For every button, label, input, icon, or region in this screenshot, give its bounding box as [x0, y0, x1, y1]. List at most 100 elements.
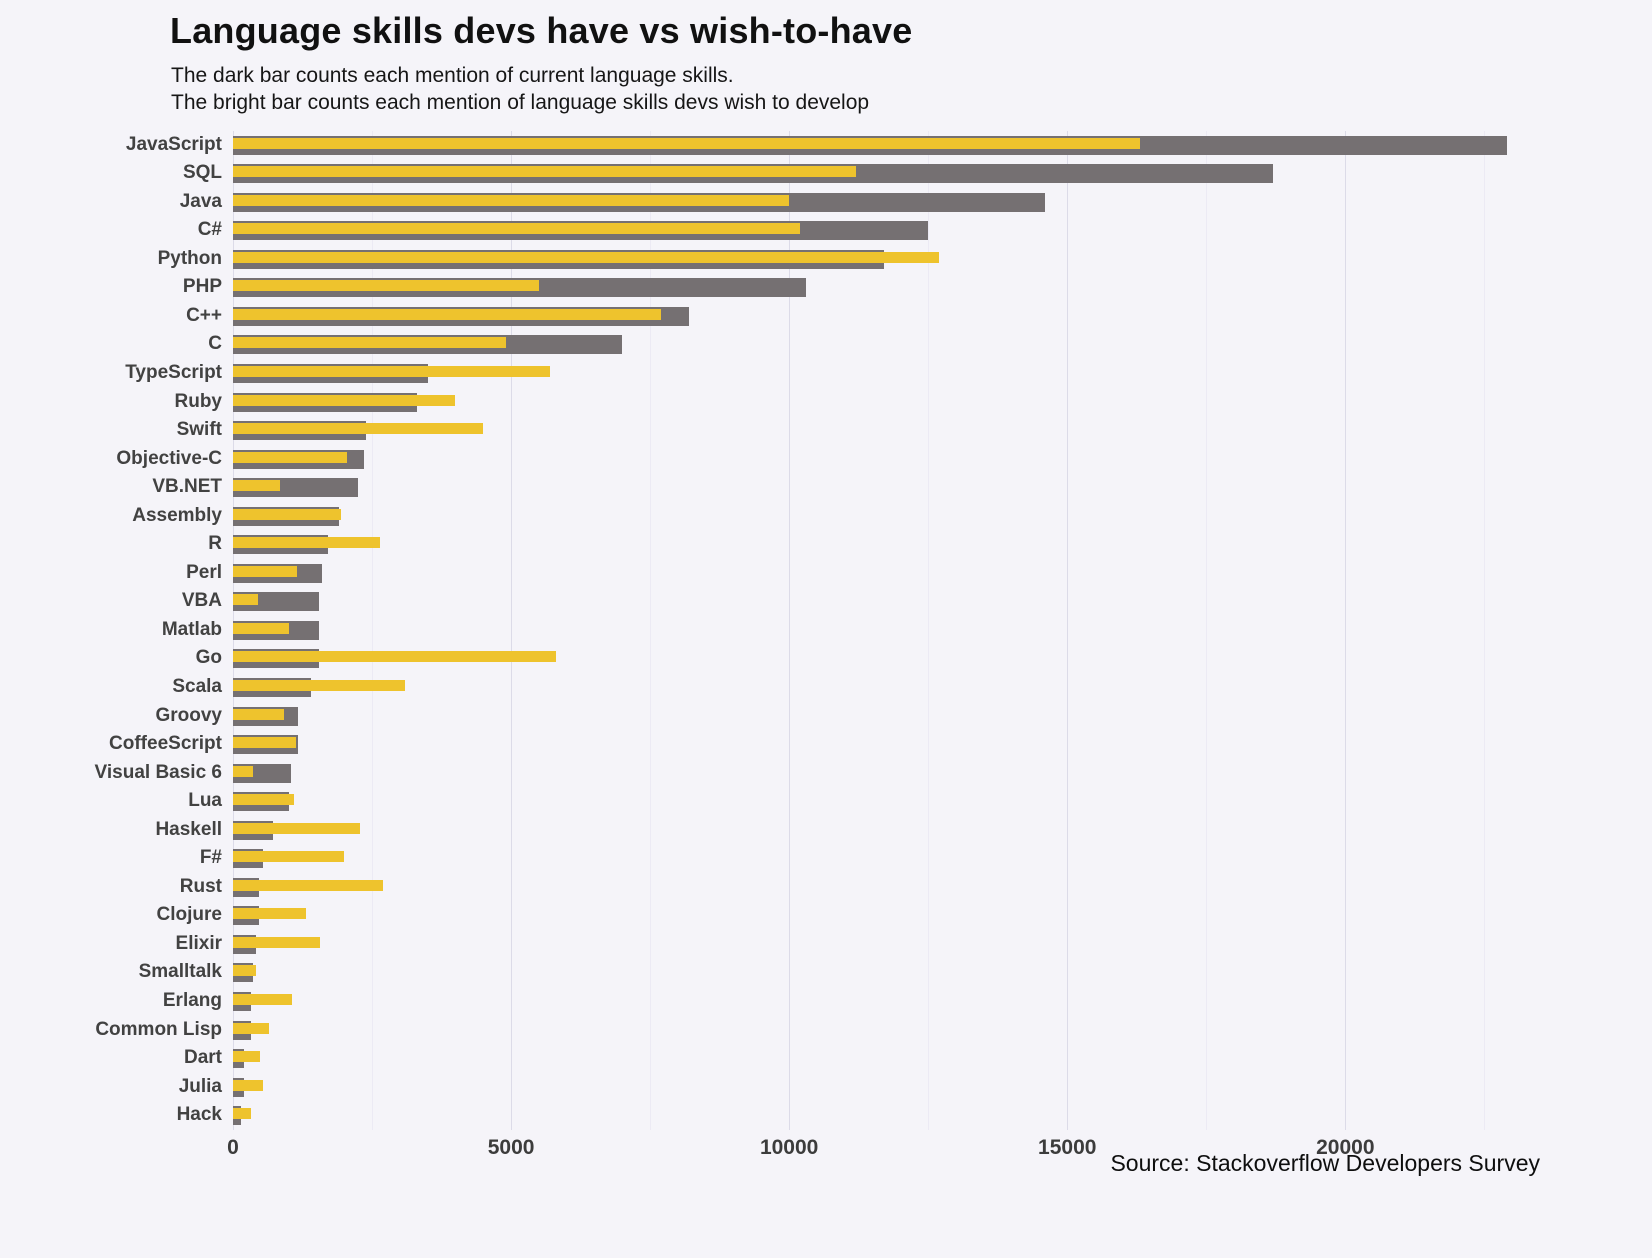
chart-row: C: [0, 330, 1540, 359]
wish-bar: [233, 1108, 251, 1120]
y-axis-label: Python: [157, 247, 222, 269]
bar-track: [233, 473, 1540, 502]
chart-row: Objective-C: [0, 445, 1540, 474]
chart-row: Common Lisp: [0, 1016, 1540, 1045]
wish-bar: [233, 622, 289, 634]
wish-bar: [233, 537, 381, 549]
y-axis-label: Perl: [186, 561, 222, 583]
chart-row: SQL: [0, 159, 1540, 188]
chart-title: Language skills devs have vs wish-to-hav…: [170, 10, 913, 51]
x-axis: 0 5000 10000 15000 20000: [227, 1130, 1540, 1166]
wish-bar: [233, 166, 856, 178]
chart-row: Lua: [0, 787, 1540, 816]
x-axis-tick-label: 15000: [1038, 1135, 1097, 1159]
bar-track: [233, 587, 1540, 616]
y-axis-label: R: [208, 533, 222, 555]
y-axis-label: VBA: [181, 590, 222, 612]
y-axis-label: TypeScript: [125, 361, 222, 383]
y-axis-label: Swift: [176, 419, 222, 441]
wish-bar: [233, 451, 347, 463]
wish-bar: [233, 794, 294, 806]
chart-row: VB.NET: [0, 473, 1540, 502]
y-axis-label: Go: [195, 647, 222, 669]
y-axis-label: Visual Basic 6: [94, 761, 222, 783]
bar-track: [233, 245, 1540, 274]
chart-row: Erlang: [0, 987, 1540, 1016]
bar-track: [233, 644, 1540, 673]
chart-subtitle-line-1: The dark bar counts each mention of curr…: [171, 64, 734, 87]
chart-row: Python: [0, 245, 1540, 274]
bar-track: [233, 159, 1540, 188]
bar-track: [233, 702, 1540, 731]
y-axis-label: Objective-C: [116, 447, 222, 469]
chart-row: Groovy: [0, 702, 1540, 731]
y-axis-label: Haskell: [155, 818, 222, 840]
wish-bar: [233, 251, 940, 263]
bar-track: [233, 359, 1540, 388]
chart-row: Elixir: [0, 930, 1540, 959]
chart-row: Visual Basic 6: [0, 759, 1540, 788]
wish-bar: [233, 137, 1140, 149]
wish-bar: [233, 337, 506, 349]
wish-bar: [233, 679, 406, 691]
chart-row: Go: [0, 644, 1540, 673]
bar-track: [233, 530, 1540, 559]
chart-row: Perl: [0, 559, 1540, 588]
y-axis-label: Clojure: [156, 904, 222, 926]
chart-row: C++: [0, 302, 1540, 331]
chart-subtitle-line-2: The bright bar counts each mention of la…: [171, 91, 870, 115]
x-axis-tick-label: 5000: [487, 1135, 535, 1159]
y-axis-label: C#: [197, 219, 222, 241]
wish-bar: [233, 851, 345, 863]
wish-bar: [233, 908, 307, 920]
chart-row: Hack: [0, 1101, 1540, 1130]
wish-bar: [233, 879, 384, 891]
wish-bar: [233, 394, 456, 406]
y-axis-label: SQL: [182, 162, 222, 184]
bar-track: [233, 816, 1540, 845]
wish-bar: [233, 280, 539, 292]
chart-row: TypeScript: [0, 359, 1540, 388]
chart-row: Julia: [0, 1073, 1540, 1102]
chart-row: Assembly: [0, 502, 1540, 531]
wish-bar: [233, 508, 342, 520]
chart-row: Java: [0, 188, 1540, 217]
wish-bar: [233, 765, 254, 777]
bar-track: [233, 873, 1540, 902]
y-axis-label: Smalltalk: [138, 961, 222, 983]
bar-track: [233, 1016, 1540, 1045]
bar-track: [233, 616, 1540, 645]
wish-bar: [233, 822, 360, 834]
x-axis-tick-label: 0: [227, 1135, 239, 1159]
bar-track: [233, 330, 1540, 359]
chart-row: PHP: [0, 273, 1540, 302]
wish-bar: [233, 565, 297, 577]
bar-track: [233, 1073, 1540, 1102]
bar-track: [233, 1101, 1540, 1130]
x-axis-tick-label: 10000: [759, 1135, 819, 1159]
y-axis-label: F#: [199, 847, 222, 869]
bar-track: [233, 216, 1540, 245]
bar-track: [233, 131, 1540, 160]
bar-track: [233, 759, 1540, 788]
bar-track: [233, 416, 1540, 445]
chart-row: R: [0, 530, 1540, 559]
x-axis-tick-label: 20000: [1316, 1135, 1375, 1159]
chart-row: Matlab: [0, 616, 1540, 645]
chart-row: Swift: [0, 416, 1540, 445]
y-axis-label: JavaScript: [125, 133, 222, 155]
bar-track: [233, 559, 1540, 588]
y-axis-label: CoffeeScript: [109, 733, 222, 755]
wish-bar: [233, 223, 801, 235]
y-axis-label: Ruby: [174, 390, 223, 412]
wish-bar: [233, 365, 551, 377]
y-axis-label: Lua: [188, 790, 222, 812]
y-axis-label: Groovy: [155, 704, 222, 726]
bar-track: [233, 1044, 1540, 1073]
wish-bar: [233, 480, 281, 492]
bar-track: [233, 188, 1540, 217]
chart-row: JavaScript: [0, 131, 1540, 160]
chart-rows: JavaScript SQL Java C# Python PHP C++ C TypeScri…: [0, 131, 1540, 1130]
y-axis-label: Julia: [178, 1075, 222, 1097]
